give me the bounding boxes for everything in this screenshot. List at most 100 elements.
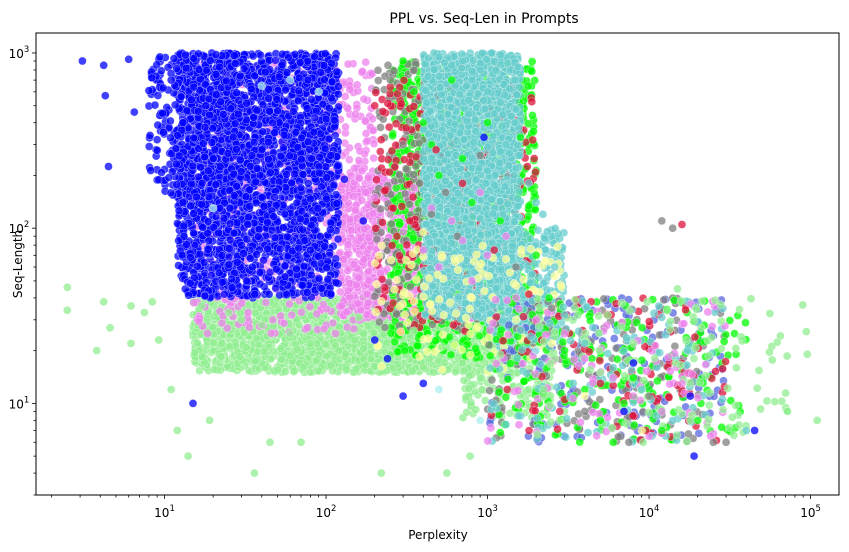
data-point <box>242 343 251 352</box>
data-point <box>193 338 202 348</box>
data-point <box>462 408 471 417</box>
data-point <box>413 341 422 351</box>
data-point <box>251 308 260 318</box>
data-point <box>368 209 378 218</box>
data-point <box>322 351 331 361</box>
data-point <box>363 173 373 183</box>
data-point <box>286 351 295 361</box>
data-point <box>466 398 476 407</box>
data-point <box>319 324 329 334</box>
data-point <box>269 346 278 356</box>
data-point <box>346 226 356 235</box>
data-point <box>314 366 324 376</box>
data-point <box>303 323 312 332</box>
data-point <box>363 136 372 146</box>
data-point <box>361 188 370 197</box>
data-point <box>354 156 364 165</box>
data-point <box>293 345 302 354</box>
data-point <box>312 309 322 319</box>
data-point <box>209 365 219 374</box>
data-point <box>364 266 373 276</box>
data-point <box>217 339 227 348</box>
data-point <box>355 146 365 156</box>
data-point <box>408 366 417 375</box>
data-point <box>276 344 285 353</box>
data-point <box>527 57 537 66</box>
data-point <box>345 215 355 224</box>
data-point <box>364 298 373 308</box>
data-point <box>276 311 285 321</box>
data-point <box>345 143 354 153</box>
data-point <box>351 110 360 119</box>
data-point <box>203 329 212 338</box>
data-point <box>299 362 308 372</box>
data-point <box>359 94 369 104</box>
chart-title: PPL vs. Seq-Len in Prompts <box>389 11 578 27</box>
data-point <box>351 364 361 374</box>
data-point <box>326 361 336 370</box>
data-point <box>364 276 374 286</box>
data-point <box>268 315 278 325</box>
data-point <box>349 192 358 201</box>
data-point <box>361 57 370 67</box>
data-point <box>360 224 369 234</box>
data-point <box>225 342 234 351</box>
data-point <box>440 358 450 367</box>
data-point <box>451 367 460 377</box>
data-point <box>311 356 321 366</box>
data-point <box>359 255 369 264</box>
data-point <box>359 354 369 364</box>
data-point <box>237 299 246 308</box>
data-point <box>464 384 473 393</box>
data-point <box>277 355 287 364</box>
data-point <box>369 153 378 163</box>
data-point <box>189 298 198 307</box>
data-point <box>349 260 359 269</box>
data-point <box>362 289 372 299</box>
data-point <box>319 300 328 309</box>
data-point <box>359 344 368 353</box>
data-point <box>386 328 396 338</box>
data-point <box>343 240 353 249</box>
data-point <box>357 196 367 205</box>
data-point <box>359 329 368 338</box>
data-point <box>354 273 364 283</box>
data-point <box>194 317 204 326</box>
data-point <box>382 338 392 348</box>
data-point <box>338 335 348 345</box>
data-point <box>273 365 282 375</box>
data-point <box>361 129 371 138</box>
data-point <box>339 255 348 264</box>
data-point <box>429 368 438 377</box>
data-point <box>235 352 245 361</box>
data-point <box>364 233 374 242</box>
data-point <box>352 80 362 90</box>
data-point <box>345 85 355 94</box>
data-point <box>321 340 330 349</box>
data-point <box>341 122 350 132</box>
data-point <box>266 328 276 338</box>
data-point <box>460 366 469 375</box>
data-point <box>352 280 361 290</box>
data-point <box>477 385 487 394</box>
data-point <box>202 340 212 350</box>
data-point <box>368 114 377 124</box>
data-point <box>358 67 367 76</box>
data-point <box>370 362 379 371</box>
data-point <box>343 59 353 69</box>
data-point <box>471 405 481 414</box>
data-point <box>351 205 360 215</box>
data-point <box>243 308 253 317</box>
data-point <box>279 319 289 328</box>
data-point <box>281 367 290 376</box>
data-point <box>251 356 260 366</box>
points-layer <box>63 48 822 478</box>
data-point <box>261 298 271 307</box>
data-point <box>254 340 264 350</box>
data-point <box>217 318 227 328</box>
data-point <box>353 299 362 308</box>
data-point <box>297 308 306 317</box>
data-point <box>342 365 351 374</box>
data-point <box>287 310 297 320</box>
